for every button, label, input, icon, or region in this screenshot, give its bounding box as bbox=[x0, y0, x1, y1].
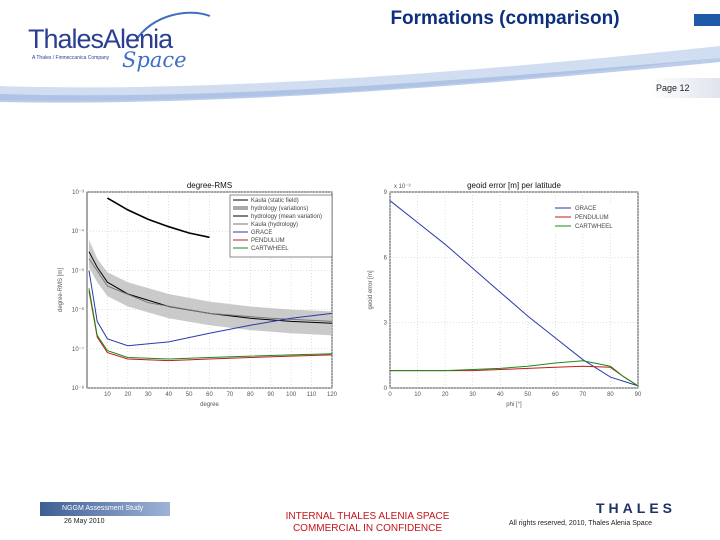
x-tick-label: 120 bbox=[327, 392, 338, 398]
company-logo: ThalesAlenia A Thales / Finmeccanica Com… bbox=[22, 11, 222, 76]
legend-entry: hydrology (variations) bbox=[251, 206, 308, 212]
x-tick-label: 90 bbox=[635, 392, 642, 398]
y-tick-label: 10⁻⁷ bbox=[72, 346, 84, 353]
corner-accent bbox=[694, 14, 720, 26]
legend-entry: GRACE bbox=[575, 206, 596, 212]
x-tick-label: 80 bbox=[607, 392, 614, 398]
x-tick-label: 60 bbox=[206, 392, 213, 398]
slide-title: Formations (comparison) bbox=[390, 8, 620, 29]
legend-box bbox=[553, 202, 635, 234]
x-axis-label: degree bbox=[200, 402, 219, 408]
series-line-kaula-static-field- bbox=[106, 197, 210, 239]
series-band-hydrology bbox=[89, 239, 332, 336]
legend-entry: hydrology (mean variation) bbox=[251, 214, 322, 220]
degree-rms-chart: 10⁻³ 10⁻⁴ 10⁻⁵ 10⁻⁶ 10⁻⁷ 10⁻⁸ 10 20 30 40 50 60 70 80… bbox=[55, 180, 345, 415]
legend-entry: GRACE bbox=[251, 230, 272, 236]
legend-entry: PENDULUM bbox=[575, 215, 609, 221]
x-tick-label: 60 bbox=[552, 392, 559, 398]
x-tick-label: 30 bbox=[469, 392, 476, 398]
logo-arc-icon bbox=[135, 11, 211, 41]
series-line-grace bbox=[389, 200, 639, 387]
study-date: 26 May 2010 bbox=[64, 518, 105, 525]
y-tick-label: 0 bbox=[384, 386, 388, 392]
x-tick-label: 50 bbox=[186, 392, 193, 398]
series-line-pendulum bbox=[88, 290, 333, 362]
confidentiality-line-1: INTERNAL THALES ALENIA SPACE bbox=[285, 511, 450, 522]
x-tick-label: 0 bbox=[388, 392, 392, 398]
x-tick-label: 20 bbox=[124, 392, 131, 398]
legend-entry: Kaula (static field) bbox=[251, 198, 299, 204]
y-tick-label: 10⁻⁵ bbox=[72, 267, 85, 274]
series-line-cartwheel bbox=[390, 360, 639, 387]
y-tick-label: 10⁻³ bbox=[72, 190, 84, 196]
y-tick-label: 10⁻⁶ bbox=[72, 307, 85, 314]
x-tick-label: 90 bbox=[267, 392, 274, 398]
y-axis-label: degree-RMS [m] bbox=[58, 268, 64, 312]
x-tick-label: 70 bbox=[227, 392, 234, 398]
series-line-cartwheel bbox=[88, 288, 333, 360]
x-tick-label: 20 bbox=[442, 392, 449, 398]
study-name: NGGM Assessment Study bbox=[40, 502, 170, 516]
series-line-kaula-hydrology- bbox=[88, 258, 333, 322]
x-tick-label: 10 bbox=[104, 392, 111, 398]
y-tick-label: 3 bbox=[384, 321, 388, 327]
geoid-error-chart: 9 6 3 0 0 10 20 30 40 50 60 70 80 90 geoid error [m] p… bbox=[365, 180, 650, 415]
x-tick-label: 10 bbox=[414, 392, 421, 398]
y-axis-label: geoid error [m] bbox=[368, 270, 374, 309]
thales-brand: THALES bbox=[596, 500, 676, 516]
chart-title: geoid error [m] per latitude bbox=[467, 181, 561, 190]
x-tick-label: 100 bbox=[286, 392, 297, 398]
legend-box bbox=[229, 194, 333, 258]
x-tick-label: 40 bbox=[497, 392, 504, 398]
series-line-grace bbox=[88, 270, 333, 347]
rights-notice: All rights reserved, 2010, Thales Alenia… bbox=[509, 520, 653, 527]
logo-text: ThalesAlenia bbox=[28, 24, 173, 54]
legend-entry: CARTWHEEL bbox=[251, 246, 289, 252]
y-tick-label: 9 bbox=[384, 190, 388, 196]
header-swoosh bbox=[0, 46, 720, 103]
logo-subtitle: A Thales / Finmeccanica Company bbox=[32, 55, 110, 61]
degree-rms-plot: 10⁻³ 10⁻⁴ 10⁻⁵ 10⁻⁶ 10⁻⁷ 10⁻⁸ 10 20 30 40 50 60 70 80… bbox=[58, 181, 338, 408]
x-axis-label: phi [°] bbox=[506, 402, 522, 408]
y-tick-label: 10⁻⁴ bbox=[72, 228, 85, 235]
page-number: Page 12 bbox=[650, 78, 720, 98]
logo-space: Space bbox=[122, 48, 187, 72]
legend-entry: CARTWHEEL bbox=[575, 224, 613, 230]
chart-title: degree-RMS bbox=[187, 181, 232, 190]
confidentiality-notice: INTERNAL THALES ALENIA SPACE COMMERCIAL … bbox=[255, 511, 480, 535]
confidentiality-line-2: COMMERCIAL IN CONFIDENCE bbox=[292, 523, 443, 534]
x-tick-label: 30 bbox=[145, 392, 152, 398]
x-tick-label: 50 bbox=[524, 392, 531, 398]
legend-entry: PENDULUM bbox=[251, 238, 285, 244]
y-tick-label: 10⁻⁸ bbox=[72, 385, 85, 392]
y-tick-label: 6 bbox=[384, 255, 388, 261]
x-tick-label: 40 bbox=[165, 392, 172, 398]
x-tick-label: 80 bbox=[247, 392, 254, 398]
x-tick-label: 110 bbox=[307, 392, 317, 398]
legend-entry: Kaula (hydrology) bbox=[251, 222, 298, 228]
y-multiplier-label: x 10⁻³ bbox=[394, 184, 411, 190]
x-tick-label: 70 bbox=[580, 392, 587, 398]
